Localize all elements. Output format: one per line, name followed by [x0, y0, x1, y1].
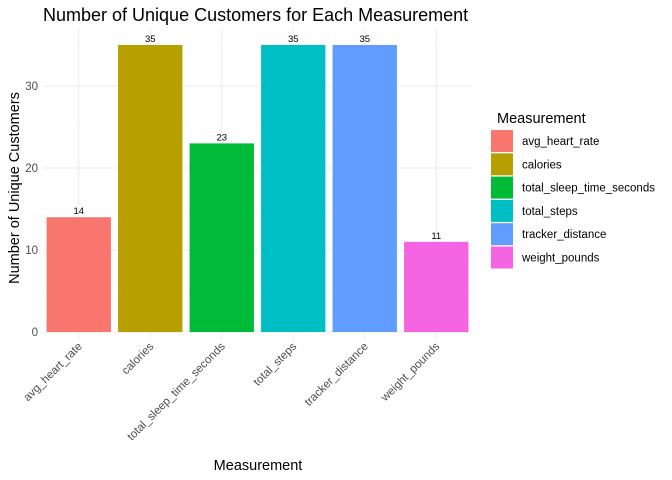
data-label-total_sleep_time_seconds: 23: [216, 132, 227, 143]
legend-swatch-weight_pounds: [491, 246, 513, 269]
bar-tracker_distance: [332, 45, 397, 332]
legend-items: avg_heart_rate calories total_sleep_time_s…: [491, 130, 655, 269]
legend-swatch-calories: [491, 153, 513, 176]
data-label-avg_heart_rate: 14: [73, 206, 84, 217]
data-label-tracker_distance: 35: [359, 34, 370, 45]
data-label-weight_pounds: 11: [431, 231, 441, 242]
data-label-total_steps: 35: [288, 34, 299, 45]
legend-label-tracker_distance: tracker_distance: [522, 229, 606, 241]
legend: Measurement avg_heart_rate calories total_…: [491, 111, 655, 269]
legend-title: Measurement: [497, 111, 586, 127]
legend-swatch-total_sleep_time_seconds: [491, 176, 513, 199]
x-tick-label: total_steps: [252, 340, 300, 388]
legend-label-calories: calories: [522, 159, 562, 171]
x-tick-label: avg_heart_rate: [22, 341, 85, 404]
chart-title: Number of Unique Customers for Each Meas…: [43, 5, 468, 25]
legend-swatch-avg_heart_rate: [491, 130, 513, 152]
x-tick-label: calories: [120, 340, 157, 377]
x-tick-label: weight_pounds: [378, 340, 442, 404]
x-tick-label: tracker_distance: [303, 341, 371, 409]
y-tick-label: 30: [25, 81, 38, 93]
y-axis-ticks: 0 10 20 30: [25, 81, 38, 339]
y-tick-label: 20: [25, 163, 38, 175]
x-axis-title: Measurement: [214, 458, 303, 474]
legend-label-total_steps: total_steps: [522, 206, 578, 218]
legend-label-total_sleep_time_seconds: total_sleep_time_seconds: [522, 183, 655, 195]
y-tick-label: 10: [25, 245, 38, 257]
legend-swatch-total_steps: [491, 199, 513, 222]
y-tick-label: 0: [32, 327, 38, 339]
legend-swatch-tracker_distance: [491, 223, 513, 246]
bar-calories: [118, 45, 183, 332]
data-label-calories: 35: [145, 34, 156, 45]
legend-label-avg_heart_rate: avg_heart_rate: [522, 136, 599, 148]
bar-weight_pounds: [404, 241, 469, 332]
legend-label-weight_pounds: weight_pounds: [521, 253, 600, 265]
bars-group: [46, 45, 469, 332]
x-axis-ticks: avg_heart_rate caloriestotal_sleep_time_s…: [22, 340, 443, 443]
bar-total_steps: [261, 45, 326, 332]
bar-total_sleep_time_seconds: [189, 143, 254, 332]
bar-avg_heart_rate: [46, 217, 111, 332]
y-axis-title: Number of Unique Customers: [7, 92, 23, 284]
data-labels-group: 14 35 23 35 35 11: [73, 34, 441, 242]
